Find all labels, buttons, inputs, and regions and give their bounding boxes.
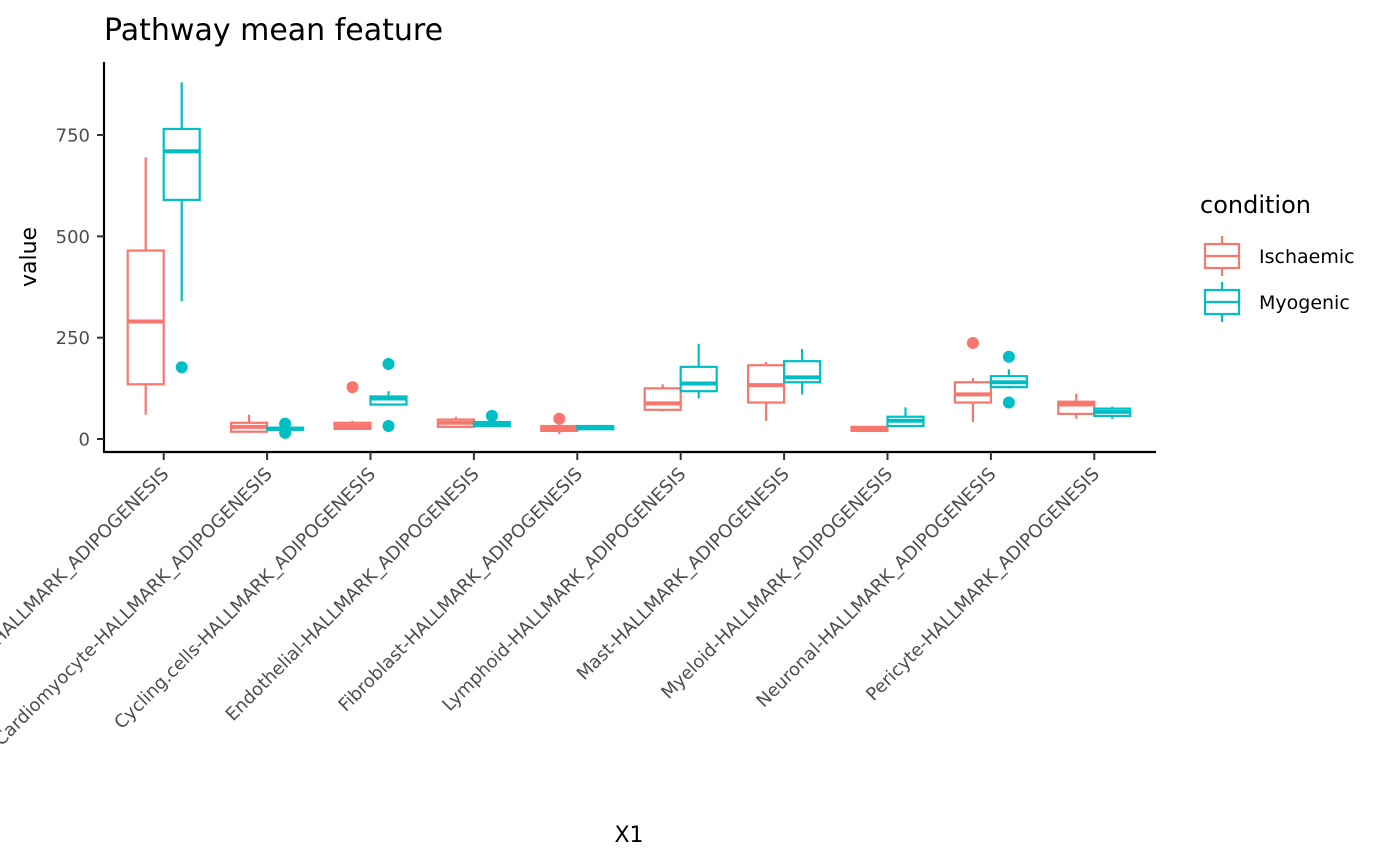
legend: condition Ischaemic Myogenic (1200, 191, 1355, 322)
outlier-point (382, 358, 395, 371)
box-iqr (126, 249, 165, 386)
x-tick-label: Mast-HALLMARK_ADIPOGENESIS (573, 464, 794, 685)
box-myogenic-6 (782, 349, 822, 395)
box-iqr (369, 395, 408, 406)
box-iqr (162, 127, 201, 201)
box-ischaemic-1 (230, 414, 269, 433)
box-ischaemic-2 (333, 381, 372, 431)
legend-title: condition (1200, 191, 1311, 219)
legend-label: Myogenic (1259, 292, 1350, 314)
outlier-point (485, 409, 498, 422)
plot-area (126, 82, 1132, 439)
y-tick-label: 500 (56, 227, 90, 248)
box-myogenic-7 (886, 407, 925, 428)
box-myogenic-1 (266, 417, 305, 439)
outlier-point (966, 336, 979, 349)
box-myogenic-5 (679, 343, 718, 399)
box-myogenic-4 (576, 424, 615, 431)
y-tick-label: 250 (56, 328, 90, 349)
outlier-point (175, 361, 188, 374)
x-axis-title: X1 (614, 823, 643, 848)
x-tick-label: Neuronal-HALLMARK_ADIPOGENESIS (752, 464, 1000, 712)
box-ischaemic-9 (1057, 393, 1096, 419)
box-myogenic-2 (369, 358, 408, 433)
y-tick-label: 0 (79, 430, 90, 451)
box-ischaemic-3 (436, 416, 475, 428)
box-ischaemic-4 (540, 412, 579, 435)
box-ischaemic-5 (643, 384, 682, 412)
box-iqr (953, 381, 993, 404)
chart-title: Pathway mean feature (104, 13, 443, 48)
box-iqr (679, 365, 718, 393)
box-myogenic-8 (989, 350, 1029, 409)
box-ischaemic-6 (746, 361, 786, 421)
outlier-point (382, 420, 395, 433)
box-ischaemic-8 (953, 336, 993, 422)
box-myogenic-9 (1093, 406, 1132, 419)
y-tick-label: 750 (56, 126, 90, 147)
x-axis-ticks: Adipocytes-HALLMARK_ADIPOGENESISCardiomy… (0, 452, 1104, 750)
legend-item-ischaemic: Ischaemic (1203, 236, 1355, 276)
outlier-point (553, 412, 566, 425)
y-axis-ticks: 0 250 500 750 (56, 126, 104, 451)
box-iqr (643, 387, 682, 411)
outlier-point (346, 381, 359, 394)
outlier-point (279, 426, 292, 439)
box-ischaemic-7 (850, 425, 889, 432)
y-axis-title: value (17, 227, 42, 287)
legend-item-myogenic: Myogenic (1203, 282, 1350, 322)
x-tick-label: Pericyte-HALLMARK_ADIPOGENESIS (862, 464, 1104, 706)
box-myogenic-3 (472, 409, 511, 428)
x-tick-label: Myeloid-HALLMARK_ADIPOGENESIS (657, 464, 897, 704)
box-myogenic-0 (162, 82, 201, 374)
outlier-point (1002, 396, 1015, 409)
outlier-point (279, 417, 292, 430)
legend-label: Ischaemic (1259, 246, 1355, 268)
box-ischaemic-0 (126, 157, 165, 415)
outlier-point (1002, 350, 1015, 363)
